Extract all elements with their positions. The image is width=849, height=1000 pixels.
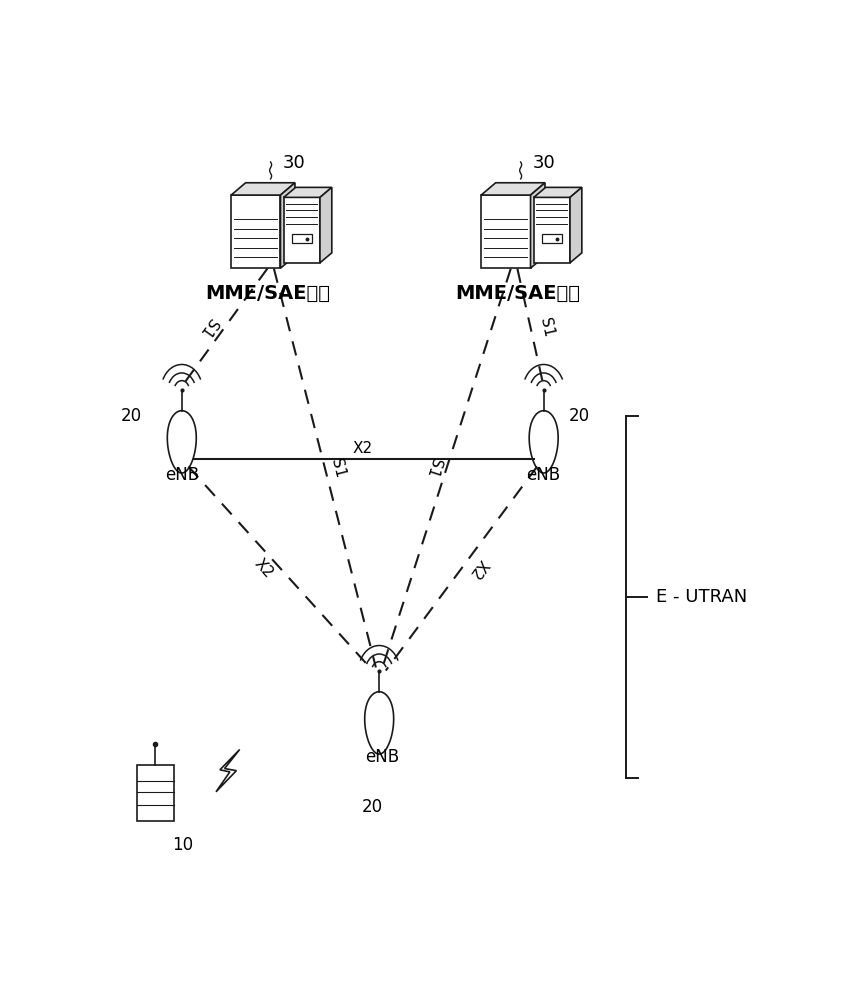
Text: 30: 30	[532, 154, 555, 172]
FancyBboxPatch shape	[481, 195, 531, 268]
Text: 20: 20	[121, 407, 143, 425]
Text: E - UTRAN: E - UTRAN	[655, 588, 747, 606]
Polygon shape	[529, 411, 558, 473]
Text: 30: 30	[282, 154, 305, 172]
FancyBboxPatch shape	[534, 197, 570, 263]
Text: eNB: eNB	[526, 466, 560, 485]
Text: S1: S1	[537, 316, 556, 339]
Polygon shape	[231, 183, 295, 195]
FancyBboxPatch shape	[138, 765, 173, 821]
Text: 20: 20	[569, 407, 590, 425]
Polygon shape	[284, 187, 332, 197]
Text: S1: S1	[329, 457, 348, 479]
Polygon shape	[216, 749, 239, 792]
Text: 20: 20	[362, 798, 383, 816]
Text: eNB: eNB	[365, 748, 400, 766]
Text: S1: S1	[424, 457, 443, 480]
Polygon shape	[365, 692, 394, 754]
Polygon shape	[320, 187, 332, 263]
Text: X2: X2	[252, 556, 276, 581]
Polygon shape	[570, 187, 582, 263]
Polygon shape	[167, 411, 196, 473]
Polygon shape	[481, 183, 545, 195]
Polygon shape	[534, 187, 582, 197]
Text: S1: S1	[196, 315, 220, 340]
Text: eNB: eNB	[165, 466, 199, 485]
Polygon shape	[531, 183, 545, 268]
FancyBboxPatch shape	[284, 197, 320, 263]
Text: MME/SAE网关: MME/SAE网关	[205, 284, 329, 303]
Text: X2: X2	[352, 441, 373, 456]
FancyBboxPatch shape	[292, 234, 312, 243]
Text: X2: X2	[466, 556, 490, 581]
FancyBboxPatch shape	[542, 234, 562, 243]
Polygon shape	[280, 183, 295, 268]
Text: 10: 10	[171, 836, 193, 854]
FancyBboxPatch shape	[231, 195, 280, 268]
Text: MME/SAE网关: MME/SAE网关	[455, 284, 580, 303]
